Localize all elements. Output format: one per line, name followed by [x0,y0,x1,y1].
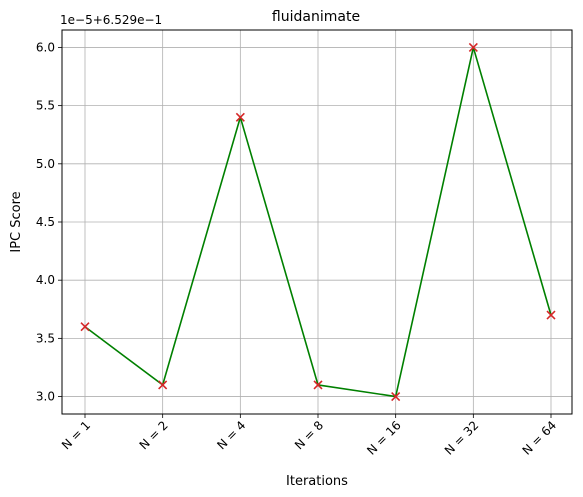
y-offset-label: 1e−5+6.529e−1 [60,13,162,27]
y-ticks: 3.0 3.5 4.0 4.5 5.0 5.5 6.0 [36,40,62,403]
x-tick-label: N = 32 [442,418,482,458]
chart-title: fluidanimate [272,9,360,25]
x-tick-label: N = 8 [292,418,326,452]
y-tick-label: 6.0 [36,40,55,54]
x-ticks: N = 1 N = 2 N = 4 N = 8 N = 16 N = 32 N = 64 [59,414,559,458]
x-tick-label: N = 64 [520,418,560,458]
y-tick-label: 3.0 [36,390,55,404]
grid [62,30,572,414]
y-tick-label: 5.5 [36,99,55,113]
x-axis-label: Iterations [286,474,348,489]
y-tick-label: 4.5 [36,215,55,229]
x-tick-label: N = 4 [214,418,248,452]
x-tick-label: N = 2 [137,418,171,452]
y-axis-label: IPC Score [9,191,24,252]
y-tick-label: 3.5 [36,331,55,345]
y-tick-label: 4.0 [36,273,55,287]
x-tick-label: N = 16 [364,418,404,458]
y-tick-label: 5.0 [36,157,55,171]
x-tick-label: N = 1 [59,418,93,452]
